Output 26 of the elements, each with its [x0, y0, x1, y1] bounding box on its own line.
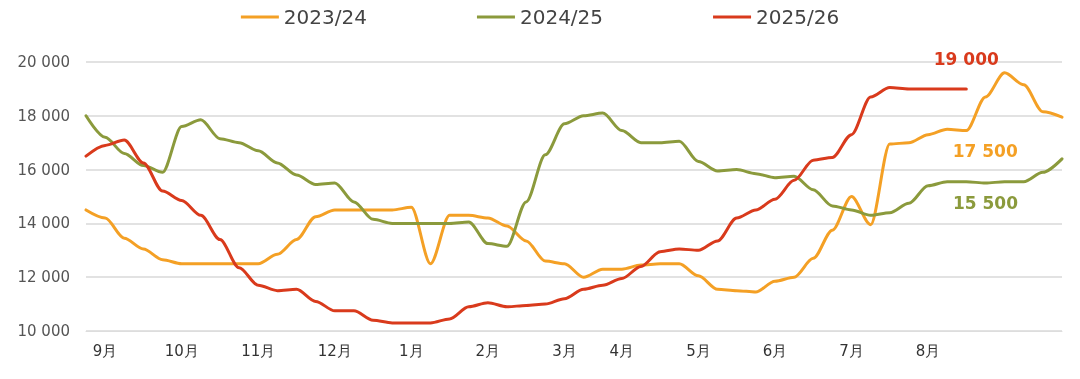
y-tick-label: 14 000 — [17, 214, 70, 233]
y-tick-label: 16 000 — [17, 160, 70, 179]
y-tick-label: 12 000 — [17, 268, 70, 287]
x-tick-label: 7月 — [839, 341, 864, 360]
x-tick-label: 2月 — [475, 341, 501, 360]
x-tick-label: 1月 — [399, 341, 424, 360]
line-series — [84, 111, 1064, 248]
y-tick-label: 10 000 — [17, 322, 70, 340]
y-tick-label: 18 000 — [17, 106, 70, 125]
x-tick-label: 4月 — [609, 341, 635, 360]
x-tick-label: 12月 — [317, 341, 352, 360]
legend-label: 2024/25 — [519, 5, 604, 29]
line-series — [84, 71, 1064, 294]
x-tick-label: 10月 — [164, 341, 199, 360]
x-tick-label: 6月 — [762, 341, 788, 360]
legend-label: 2023/24 — [283, 5, 367, 29]
y-tick-label: 20 000 — [17, 53, 70, 71]
x-tick-label: 8月 — [915, 341, 941, 360]
x-tick-label: 5月 — [686, 341, 711, 360]
data-label: 19 000 — [933, 49, 1000, 70]
legend-label: 2025/26 — [756, 5, 840, 29]
x-tick-label: 3月 — [552, 341, 577, 360]
data-label: 17 500 — [952, 140, 1018, 161]
x-tick-label: 9月 — [92, 341, 118, 360]
x-tick-label: 11月 — [241, 341, 276, 360]
data-label: 15 500 — [952, 192, 1019, 213]
